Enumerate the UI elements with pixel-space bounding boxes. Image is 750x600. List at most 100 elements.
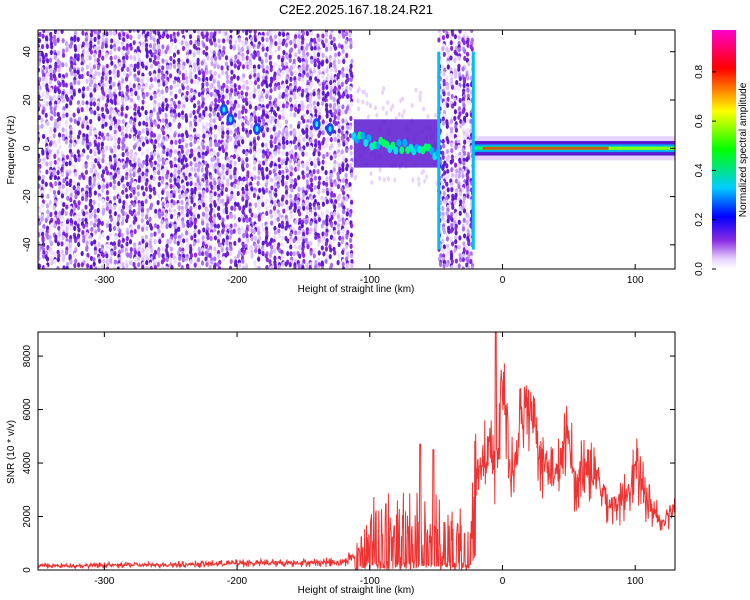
heatmap-cell xyxy=(212,78,216,84)
heatmap-cell xyxy=(280,57,284,63)
heatmap-cell xyxy=(129,153,133,159)
heatmap-cell xyxy=(194,73,198,80)
heatmap-cell xyxy=(129,66,133,73)
heatmap-cell xyxy=(298,244,302,250)
heatmap-cell xyxy=(269,265,274,269)
heatmap-cell xyxy=(137,210,141,216)
snr-frame xyxy=(37,331,676,571)
heatmap-cell xyxy=(165,265,169,269)
heatmap-cell xyxy=(76,134,81,140)
heatmap-cell xyxy=(293,52,298,58)
heatmap-cell xyxy=(88,62,92,68)
heatmap-cell xyxy=(342,205,346,211)
heatmap-cell xyxy=(109,84,113,91)
heatmap-cell xyxy=(266,118,270,124)
heatmap-cell xyxy=(201,189,206,195)
heatmap-cell xyxy=(74,157,78,163)
heatmap-cell xyxy=(64,161,69,167)
heatmap-cell xyxy=(189,161,193,167)
heatmap-cell xyxy=(261,75,265,81)
heatmap-cell xyxy=(316,241,320,247)
heatmap-cell xyxy=(48,234,52,240)
heatmap-cell xyxy=(316,265,320,269)
heatmap-cell xyxy=(229,44,233,50)
heatmap-cell xyxy=(288,262,292,268)
heatmap-cell xyxy=(146,207,150,213)
heatmap-cell xyxy=(122,70,126,76)
heatmap-cell xyxy=(154,208,158,214)
heatmap-cell xyxy=(113,46,117,52)
snr-x-tick-label: -200 xyxy=(227,576,247,587)
heatmap-cell xyxy=(365,100,369,106)
heatmap-cell xyxy=(100,264,104,269)
heatmap-cell xyxy=(64,128,68,134)
heatmap-cell xyxy=(76,120,80,126)
heatmap-cell xyxy=(310,195,314,201)
heatmap-cell xyxy=(206,252,210,258)
heatmap-cell xyxy=(104,75,108,82)
heatmap-cell xyxy=(61,62,65,68)
heatmap-cell xyxy=(105,63,109,69)
heatmap-cell xyxy=(201,97,205,103)
heatmap-cell xyxy=(76,36,80,42)
heatmap-cell xyxy=(224,186,229,193)
heatmap-cell xyxy=(234,135,238,141)
heatmap-cell xyxy=(274,131,278,137)
heatmap-cell xyxy=(162,81,166,87)
heatmap-cell xyxy=(120,66,124,73)
heatmap-cell xyxy=(84,204,88,210)
heatmap-cell xyxy=(160,223,165,229)
heatmap-cell xyxy=(336,260,340,266)
heatmap-cell xyxy=(153,264,158,269)
heatmap-cell xyxy=(252,93,256,99)
heatmap-cell xyxy=(177,169,181,175)
heatmap-cell xyxy=(176,82,181,88)
heatmap-cell xyxy=(317,216,322,223)
heatmap-cell xyxy=(132,162,137,168)
heatmap-cell xyxy=(194,147,198,153)
heatmap-cell xyxy=(41,91,45,97)
heatmap-cell xyxy=(173,234,177,240)
heatmap-cell xyxy=(213,256,217,262)
heatmap-cell xyxy=(125,91,129,97)
heatmap-cell xyxy=(265,37,269,43)
heatmap-cell xyxy=(196,157,201,163)
heatmap-cell xyxy=(242,84,246,90)
heatmap-cell xyxy=(132,144,137,150)
heatmap-cell xyxy=(465,249,469,256)
heatmap-cell xyxy=(273,85,277,91)
heatmap-cell xyxy=(209,69,213,76)
heatmap-cell xyxy=(172,192,176,199)
heatmap-cell xyxy=(218,214,222,221)
heatmap-cell xyxy=(149,126,153,132)
heatmap-cell xyxy=(208,264,212,269)
heatmap-cell xyxy=(109,49,113,56)
heatmap-cell xyxy=(301,170,305,176)
heatmap-cell xyxy=(109,110,113,116)
heatmap-cell xyxy=(454,239,458,245)
heatmap-cell xyxy=(260,90,264,96)
heatmap-cell xyxy=(89,118,93,125)
heatmap-cell xyxy=(365,92,369,98)
heatmap-cell xyxy=(461,187,465,193)
heatmap-cell xyxy=(268,54,272,61)
heatmap-cell xyxy=(53,223,57,229)
heatmap-cell xyxy=(294,166,298,172)
heatmap-cell xyxy=(70,186,74,192)
heatmap-cell xyxy=(72,163,76,170)
heatmap-cell xyxy=(265,93,269,100)
heatmap-cell xyxy=(117,232,122,238)
heatmap-cell xyxy=(446,96,450,102)
heatmap-cell xyxy=(49,96,53,102)
heatmap-cell xyxy=(62,113,66,119)
heatmap-cell xyxy=(85,64,89,70)
heatmap-cell xyxy=(141,238,145,244)
heatmap-cell xyxy=(340,130,344,136)
figure-title: C2E2.2025.167.18.24.R21 xyxy=(279,2,433,17)
heatmap-cell xyxy=(65,180,69,187)
heatmap-cell xyxy=(201,154,205,160)
heatmap-cell xyxy=(58,185,62,191)
heatmap-cell xyxy=(237,217,241,223)
heatmap-cell xyxy=(61,48,65,54)
heatmap-cell xyxy=(252,160,257,166)
